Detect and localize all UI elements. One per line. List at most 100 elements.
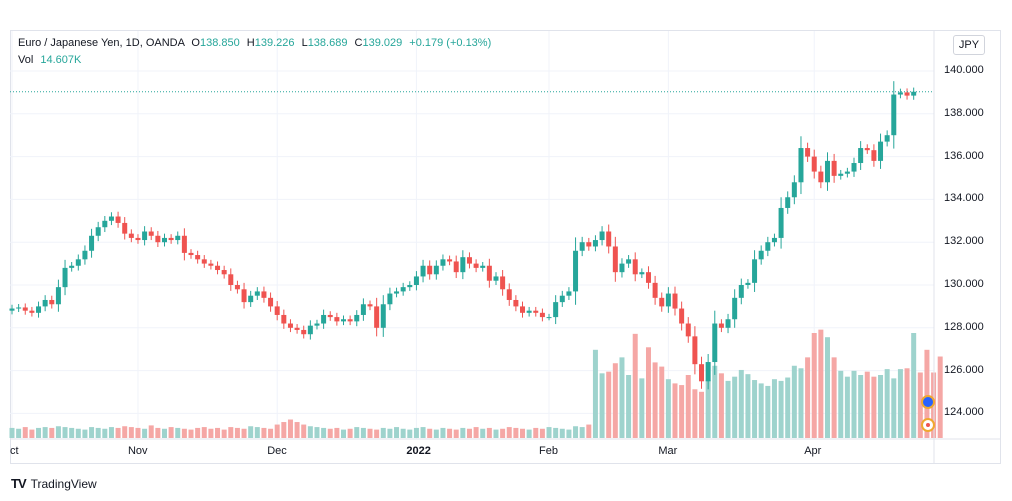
volume-bar xyxy=(394,427,400,438)
candle xyxy=(891,81,897,149)
candle-body xyxy=(645,272,651,283)
volume-bar xyxy=(208,428,214,438)
volume-bar xyxy=(771,379,777,438)
candle xyxy=(394,287,400,298)
candle-body xyxy=(36,306,42,313)
tradingview-brand[interactable]: TV TradingView xyxy=(11,476,97,491)
volume-bar xyxy=(314,427,320,438)
candle-body xyxy=(148,231,154,236)
candle-body xyxy=(526,310,532,313)
candle-body xyxy=(108,216,114,221)
candle xyxy=(460,250,466,280)
candle-body xyxy=(413,276,419,285)
candle xyxy=(911,87,917,100)
candle xyxy=(75,254,81,271)
candle xyxy=(645,266,651,289)
candle xyxy=(785,191,791,214)
candle xyxy=(679,301,685,331)
volume-label[interactable]: Vol xyxy=(18,54,34,66)
candle-body xyxy=(135,237,141,241)
candle-body xyxy=(486,265,492,281)
volume-bar xyxy=(55,426,61,438)
currency-button[interactable]: JPY xyxy=(953,35,985,55)
volume-bar xyxy=(327,428,333,438)
volume-bar xyxy=(738,369,744,438)
volume-bar xyxy=(752,380,758,438)
candle xyxy=(904,88,910,100)
candle-body xyxy=(606,231,612,247)
candle xyxy=(526,306,532,317)
volume-bar xyxy=(301,424,307,438)
volume-bar xyxy=(69,427,75,438)
candle xyxy=(161,233,167,247)
open-value: 138.850 xyxy=(199,37,240,49)
candle xyxy=(321,309,327,329)
candle xyxy=(844,167,850,178)
economic-event-dot-icon[interactable] xyxy=(921,418,935,432)
candle xyxy=(858,141,864,170)
volume-bar xyxy=(460,427,466,438)
candle-body xyxy=(188,252,194,256)
volume-bar xyxy=(851,370,857,438)
volume-bar xyxy=(897,369,903,438)
candle-body xyxy=(62,267,68,288)
candle-body xyxy=(314,323,320,326)
candle-body xyxy=(864,148,870,151)
candle-body xyxy=(360,304,366,315)
volume-bar xyxy=(718,373,724,438)
economic-event-flag-icon[interactable] xyxy=(921,395,935,409)
candle-body xyxy=(301,329,307,335)
candle xyxy=(168,234,174,244)
volume-bar xyxy=(606,371,612,438)
volume-bar xyxy=(221,429,227,438)
volume-bar xyxy=(341,429,346,438)
candle xyxy=(573,237,579,305)
candle-body xyxy=(473,263,479,268)
volume-bar xyxy=(791,365,797,438)
candle xyxy=(586,237,592,251)
price-tick-label: 136.000 xyxy=(944,149,984,162)
candle-body xyxy=(586,242,592,247)
candle xyxy=(29,306,35,317)
candle xyxy=(718,319,724,333)
volume-bar xyxy=(294,422,300,438)
candle xyxy=(55,279,61,312)
candle xyxy=(778,197,784,249)
chart-frame[interactable] xyxy=(10,30,1001,464)
volume-bar xyxy=(871,376,877,438)
candle-body xyxy=(22,307,28,311)
candle-body xyxy=(9,308,15,311)
volume-bar xyxy=(917,372,923,438)
time-tick-label: Apr xyxy=(804,445,822,457)
candle-body xyxy=(738,285,744,298)
price-tick-label: 130.000 xyxy=(944,278,984,290)
candle xyxy=(16,303,22,313)
volume-bar xyxy=(453,429,459,438)
candle-body xyxy=(274,306,280,315)
candle-body xyxy=(175,235,181,241)
candle-body xyxy=(440,259,446,266)
candle-body xyxy=(692,336,698,365)
candle-body xyxy=(228,274,234,285)
candle-body xyxy=(685,323,691,337)
candle-body xyxy=(791,182,797,198)
volume-bar xyxy=(480,428,486,438)
candle-body xyxy=(354,314,360,322)
symbol-title[interactable]: Euro / Japanese Yen, 1D, OANDA xyxy=(18,37,185,49)
volume-value: 14.607K xyxy=(40,54,82,66)
volume-bar xyxy=(745,374,751,438)
volume-bar xyxy=(911,333,917,438)
candle xyxy=(294,324,300,334)
volume-bar xyxy=(533,427,539,438)
candle xyxy=(752,250,758,292)
candle-body xyxy=(831,160,837,176)
candle-body xyxy=(427,265,433,275)
candle xyxy=(301,325,307,339)
candle-body xyxy=(752,259,758,283)
candle-body xyxy=(904,92,910,96)
candle-body xyxy=(122,222,128,234)
volume-bar xyxy=(447,428,453,438)
candle xyxy=(712,310,718,375)
volume-bar xyxy=(612,363,618,438)
